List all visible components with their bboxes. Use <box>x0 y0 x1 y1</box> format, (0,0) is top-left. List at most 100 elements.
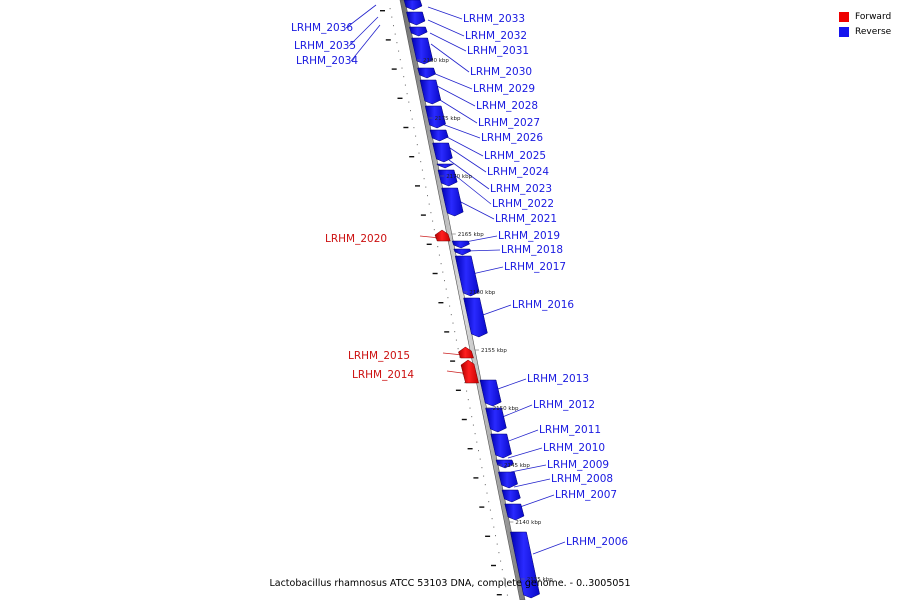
gene-leader-line <box>505 429 539 443</box>
gene-leader-line <box>494 378 527 391</box>
gene-leader-line <box>427 6 463 20</box>
gene-label[interactable]: LRHM_2009 <box>547 459 609 471</box>
reverse-swatch-icon <box>839 26 849 37</box>
tick-label: 2165 kbp <box>458 232 484 238</box>
gene-leader-line <box>450 171 492 205</box>
gene-leader-line <box>345 4 377 29</box>
gene-block[interactable] <box>485 407 507 433</box>
gene-block[interactable] <box>424 105 446 129</box>
tick-mark: 2180 kbp <box>417 58 449 64</box>
gene-label[interactable]: LRHM_2028 <box>476 100 538 112</box>
gene-block[interactable] <box>403 0 423 11</box>
gene-label[interactable]: LRHM_2026 <box>481 132 543 144</box>
gene-label[interactable]: LRHM_2013 <box>527 373 589 385</box>
gene-leader-line <box>510 464 547 473</box>
gene-leader-line <box>519 494 555 508</box>
gene-block[interactable] <box>501 489 521 503</box>
gene-label[interactable]: LRHM_2025 <box>484 150 546 162</box>
gene-leader-line <box>532 541 566 555</box>
gene-label[interactable]: LRHM_2020 <box>325 233 387 245</box>
gene-block[interactable] <box>510 531 540 599</box>
gene-leader-line <box>441 123 481 139</box>
gene-block[interactable] <box>437 169 458 187</box>
gene-label[interactable]: LRHM_2035 <box>294 40 356 52</box>
gene-leader-line <box>446 145 487 173</box>
gene-label[interactable]: LRHM_2010 <box>543 442 605 454</box>
gene-label[interactable]: LRHM_2031 <box>467 45 529 57</box>
gene-block[interactable] <box>490 433 512 459</box>
gene-label[interactable]: LRHM_2032 <box>465 30 527 42</box>
gene-leader-line <box>427 19 465 37</box>
gene-label[interactable]: LRHM_2008 <box>551 473 613 485</box>
gene-label[interactable]: LRHM_2034 <box>296 55 358 67</box>
gene-block[interactable] <box>504 503 525 521</box>
gene-label[interactable]: LRHM_2007 <box>555 489 617 501</box>
gene-block[interactable] <box>411 37 434 65</box>
forward-swatch-icon <box>839 11 849 22</box>
tick-label: 2140 kbp <box>515 520 541 526</box>
tick-mark: 2155 kbp <box>475 348 507 354</box>
gene-leader-line <box>513 478 551 488</box>
gene-block[interactable] <box>454 255 480 297</box>
gene-block[interactable] <box>463 297 488 338</box>
gene-block[interactable] <box>441 187 464 217</box>
gene-label[interactable]: LRHM_2023 <box>490 183 552 195</box>
tick-mark: 2160 kbp <box>463 290 496 296</box>
tick-mark: 2145 kbp <box>498 463 530 469</box>
gene-block[interactable] <box>417 67 436 79</box>
gene-block[interactable] <box>409 26 428 37</box>
gene-leader-line <box>499 404 533 419</box>
gene-leader-line <box>350 24 381 62</box>
gene-block[interactable] <box>479 379 502 407</box>
gene-block[interactable] <box>419 79 442 105</box>
gene-label[interactable]: LRHM_2036 <box>291 22 353 34</box>
gene-label[interactable]: LRHM_2018 <box>501 244 563 256</box>
gene-label[interactable]: LRHM_2033 <box>463 13 525 25</box>
legend: Forward Reverse <box>839 9 891 39</box>
map-caption: Lactobacillus rhamnosus ATCC 53103 DNA, … <box>269 578 631 589</box>
gene-block[interactable] <box>432 142 453 163</box>
gene-leader-line <box>436 85 476 107</box>
legend-label-reverse: Reverse <box>855 26 892 37</box>
gene-block[interactable] <box>406 11 426 26</box>
genome-axis <box>399 0 526 600</box>
gene-label[interactable]: LRHM_2016 <box>512 299 574 311</box>
legend-item-reverse: Reverse <box>839 24 891 39</box>
gene-leader-line <box>507 447 543 459</box>
gene-leader-line <box>465 249 501 252</box>
gene-label[interactable]: LRHM_2019 <box>498 230 560 242</box>
gene-block[interactable] <box>451 240 470 249</box>
gene-label[interactable]: LRHM_2014 <box>352 369 414 381</box>
gene-label[interactable]: LRHM_2027 <box>478 117 540 129</box>
gene-block[interactable] <box>460 359 479 384</box>
gene-label[interactable]: LRHM_2015 <box>348 350 410 362</box>
gene-block[interactable] <box>436 163 454 169</box>
gene-leader-line <box>429 32 467 52</box>
tick-mark: 2175 kbp <box>428 116 461 122</box>
gene-label[interactable]: LRHM_2024 <box>487 166 549 178</box>
legend-label-forward: Forward <box>855 11 892 22</box>
gene-leader-line <box>439 99 478 124</box>
tick-mark: 2165 kbp <box>451 232 484 238</box>
gene-leader-line <box>479 304 512 317</box>
gene-block[interactable] <box>434 229 451 242</box>
gene-label[interactable]: LRHM_2012 <box>533 399 595 411</box>
gene-label[interactable]: LRHM_2017 <box>504 261 566 273</box>
gene-block[interactable] <box>498 471 518 489</box>
gene-block[interactable] <box>495 459 514 469</box>
gene-block[interactable] <box>453 248 472 256</box>
tick-mark: 2170 kbp <box>440 174 473 180</box>
gene-label[interactable]: LRHM_2030 <box>470 66 532 78</box>
gene-label[interactable]: LRHM_2029 <box>473 83 535 95</box>
tick-label: 2150 kbp <box>493 406 519 412</box>
gene-label[interactable]: LRHM_2021 <box>495 213 557 225</box>
gene-leader-line <box>348 16 379 47</box>
gene-block[interactable] <box>429 129 449 142</box>
gene-block[interactable] <box>458 346 474 359</box>
tick-label: 2160 kbp <box>469 290 495 296</box>
gene-leader-line <box>444 135 484 157</box>
gene-label[interactable]: LRHM_2011 <box>539 424 601 436</box>
gene-label[interactable]: LRHM_2022 <box>492 198 554 210</box>
gene-label[interactable]: LRHM_2006 <box>566 536 628 548</box>
gene-leader-line <box>448 159 490 190</box>
